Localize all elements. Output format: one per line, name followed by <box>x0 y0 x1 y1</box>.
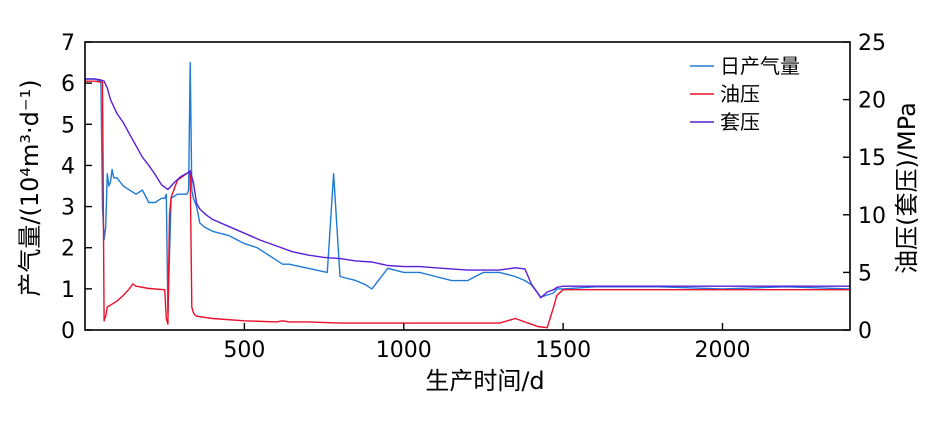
y-right-axis-title: 油压(套压)/MPa <box>893 102 921 274</box>
x-tick-label: 1500 <box>535 338 591 363</box>
legend-label-2: 套压 <box>720 110 760 134</box>
y-left-tick-label: 4 <box>61 154 75 179</box>
series-line-2 <box>85 78 850 299</box>
y-right-tick-label: 15 <box>858 146 886 171</box>
y-right-tick-label: 25 <box>858 31 886 56</box>
y-left-tick-label: 7 <box>61 31 75 56</box>
series-layer <box>85 61 851 329</box>
ticks-layer: 500 1000 1500 2000 0 1 2 3 4 5 6 7 0 5 10 15 20 25 <box>61 31 886 363</box>
y-left-tick-label: 5 <box>61 113 75 138</box>
x-tick-label: 2000 <box>695 338 751 363</box>
y-left-tick-label: 1 <box>61 278 75 303</box>
y-left-tick-label: 0 <box>61 319 75 344</box>
legend-label-1: 油压 <box>720 82 760 106</box>
y-left-axis-title: 产气量/(10⁴m³·d⁻¹) <box>16 79 44 296</box>
plot-frame <box>84 41 851 331</box>
y-left-tick-label: 3 <box>61 196 75 221</box>
plot-area <box>85 42 850 330</box>
x-axis-title: 生产时间/d <box>425 367 544 395</box>
x-tick-label: 500 <box>223 338 265 363</box>
y-left-tick-label: 2 <box>61 237 75 262</box>
y-right-tick-label: 10 <box>858 204 886 229</box>
x-tick-label: 1000 <box>376 338 432 363</box>
y-right-tick-label: 0 <box>858 319 872 344</box>
y-right-tick-label: 20 <box>858 89 886 114</box>
legend-label-0: 日产气量 <box>720 54 800 78</box>
series-line-0 <box>85 61 851 315</box>
y-left-tick-label: 6 <box>61 72 75 97</box>
series-line-1 <box>85 80 850 329</box>
y-right-tick-label: 5 <box>858 261 872 286</box>
